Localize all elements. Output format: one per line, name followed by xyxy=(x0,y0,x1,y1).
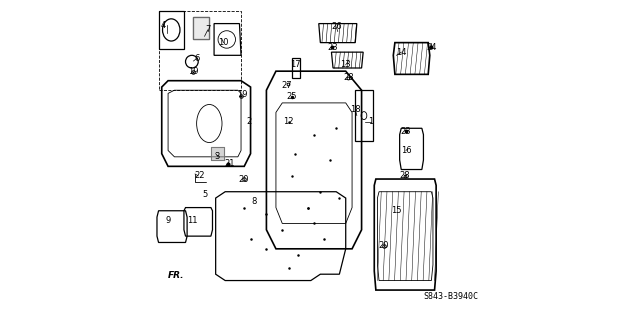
Text: 11: 11 xyxy=(187,216,197,225)
Text: 28: 28 xyxy=(344,73,354,82)
Text: 24: 24 xyxy=(426,43,436,52)
Text: 9: 9 xyxy=(165,216,171,225)
Text: 21: 21 xyxy=(225,159,236,168)
Text: 14: 14 xyxy=(396,48,406,57)
Text: 22: 22 xyxy=(194,172,205,180)
Polygon shape xyxy=(143,268,151,284)
Text: 19: 19 xyxy=(188,67,198,76)
Text: 16: 16 xyxy=(401,146,411,155)
Text: 5: 5 xyxy=(202,190,207,199)
Text: 19: 19 xyxy=(237,91,248,100)
Text: FR.: FR. xyxy=(168,271,185,280)
Text: 12: 12 xyxy=(283,117,294,126)
Text: 23: 23 xyxy=(401,127,411,136)
Text: 2: 2 xyxy=(246,117,252,126)
Text: 6: 6 xyxy=(194,54,199,63)
Text: 20: 20 xyxy=(239,174,249,184)
Text: 26: 26 xyxy=(331,22,342,31)
Text: 4: 4 xyxy=(161,21,166,30)
Text: 18: 18 xyxy=(350,105,360,114)
Text: 13: 13 xyxy=(340,60,351,69)
Text: 15: 15 xyxy=(391,206,402,215)
Text: S843-B3940C: S843-B3940C xyxy=(423,292,479,301)
Text: 28: 28 xyxy=(399,172,409,180)
Text: 8: 8 xyxy=(251,197,256,206)
Text: 20: 20 xyxy=(379,241,389,250)
Text: 23: 23 xyxy=(328,43,338,52)
Text: 17: 17 xyxy=(290,60,300,69)
Text: 10: 10 xyxy=(219,38,229,47)
Text: 7: 7 xyxy=(205,25,210,35)
Text: 25: 25 xyxy=(286,92,297,101)
Text: 27: 27 xyxy=(282,81,293,90)
Text: 3: 3 xyxy=(215,152,220,161)
Text: 1: 1 xyxy=(369,117,374,126)
